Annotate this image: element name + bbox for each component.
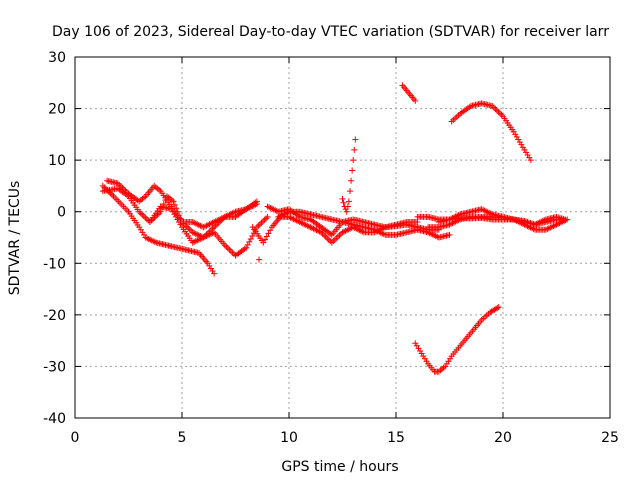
data-point: [114, 180, 121, 187]
grid-lines: [75, 57, 610, 418]
data-point: [261, 216, 268, 223]
data-point: [343, 208, 350, 215]
data-point: [258, 219, 265, 226]
data-point: [247, 235, 254, 242]
axis-ticks: 0 5 10 15 20 25 -40 -30 -20 -10 0 10 20 30: [43, 50, 619, 446]
data-point: [330, 238, 337, 245]
series-track-10: [435, 206, 569, 228]
x-tick-label: 10: [280, 430, 298, 446]
y-tick-label: 20: [48, 102, 66, 118]
y-tick-label: 0: [57, 205, 66, 221]
data-point: [253, 200, 260, 207]
y-tick-label: -10: [43, 256, 66, 272]
data-point: [211, 270, 218, 277]
series-track-6: [264, 203, 442, 238]
data-point: [224, 245, 231, 252]
data-point: [495, 108, 502, 115]
data-point: [494, 304, 501, 311]
y-tick-label: 10: [48, 153, 66, 169]
chart-title: Day 106 of 2023, Sidereal Day-to-day VTE…: [52, 24, 609, 40]
series-track-2: [99, 185, 260, 241]
data-point: [496, 110, 503, 117]
data-point: [340, 199, 347, 206]
data-point: [246, 238, 253, 245]
data-point: [265, 230, 272, 237]
data-point: [170, 198, 177, 205]
data-point: [495, 304, 502, 311]
data-point: [348, 177, 355, 184]
data-point: [256, 221, 263, 228]
x-tick-label: 25: [601, 430, 619, 446]
x-tick-label: 0: [71, 430, 80, 446]
data-point: [226, 246, 233, 253]
data-point: [143, 216, 150, 223]
data-point: [223, 243, 230, 250]
y-tick-label: -30: [43, 359, 66, 375]
x-tick-label: 20: [494, 430, 512, 446]
y-axis-label: SDTVAR / TECUs: [7, 181, 23, 296]
data-point: [349, 167, 356, 174]
data-point: [336, 232, 343, 239]
series-track-3: [104, 177, 260, 231]
data-point: [331, 236, 338, 243]
data-point: [263, 233, 270, 240]
data-point: [267, 227, 274, 234]
data-point: [264, 213, 271, 220]
data-point: [227, 248, 234, 255]
plot-frame: [74, 56, 611, 419]
data-point: [324, 235, 331, 242]
series-track-1: [99, 182, 218, 277]
x-tick-label: 15: [387, 430, 405, 446]
data-point: [185, 224, 192, 231]
data-point: [446, 231, 453, 238]
data-point: [492, 105, 499, 112]
data-point: [339, 195, 346, 202]
series-arc-lower: [412, 304, 502, 375]
data-point: [325, 236, 332, 243]
series-arc-upper: [448, 100, 534, 164]
data-point: [137, 210, 144, 217]
data-point: [493, 107, 500, 114]
data-point: [352, 136, 359, 143]
data-point: [171, 201, 178, 208]
x-axis-label: GPS time / hours: [281, 459, 398, 475]
y-tick-label: 30: [48, 50, 66, 66]
data-point: [350, 157, 357, 164]
series-segment-15h: [399, 82, 419, 104]
series-track-7: [275, 208, 453, 241]
data-point: [412, 97, 419, 104]
data-point: [263, 215, 270, 222]
data-point: [260, 218, 267, 225]
y-tick-label: -20: [43, 308, 66, 324]
data-point: [211, 224, 218, 231]
data-point: [562, 216, 569, 223]
data-point: [256, 256, 263, 263]
data-point: [139, 211, 146, 218]
data-point: [498, 111, 505, 118]
data-point: [527, 157, 534, 164]
data-points: [99, 82, 571, 375]
series-outlier: [256, 256, 263, 263]
data-point: [262, 236, 269, 243]
data-point: [142, 214, 149, 221]
data-point: [345, 198, 352, 205]
y-tick-label: -40: [43, 411, 66, 427]
data-point: [414, 219, 421, 226]
data-point: [322, 233, 329, 240]
data-point: [334, 233, 341, 240]
data-point: [346, 188, 353, 195]
data-point: [344, 203, 351, 210]
data-point: [260, 239, 267, 246]
x-tick-label: 5: [178, 430, 187, 446]
data-point: [333, 235, 340, 242]
data-point: [140, 213, 147, 220]
data-point: [255, 222, 262, 229]
data-point: [351, 146, 358, 153]
data-point: [328, 239, 335, 246]
series-spike-13h: [339, 136, 359, 215]
data-point: [244, 241, 251, 248]
